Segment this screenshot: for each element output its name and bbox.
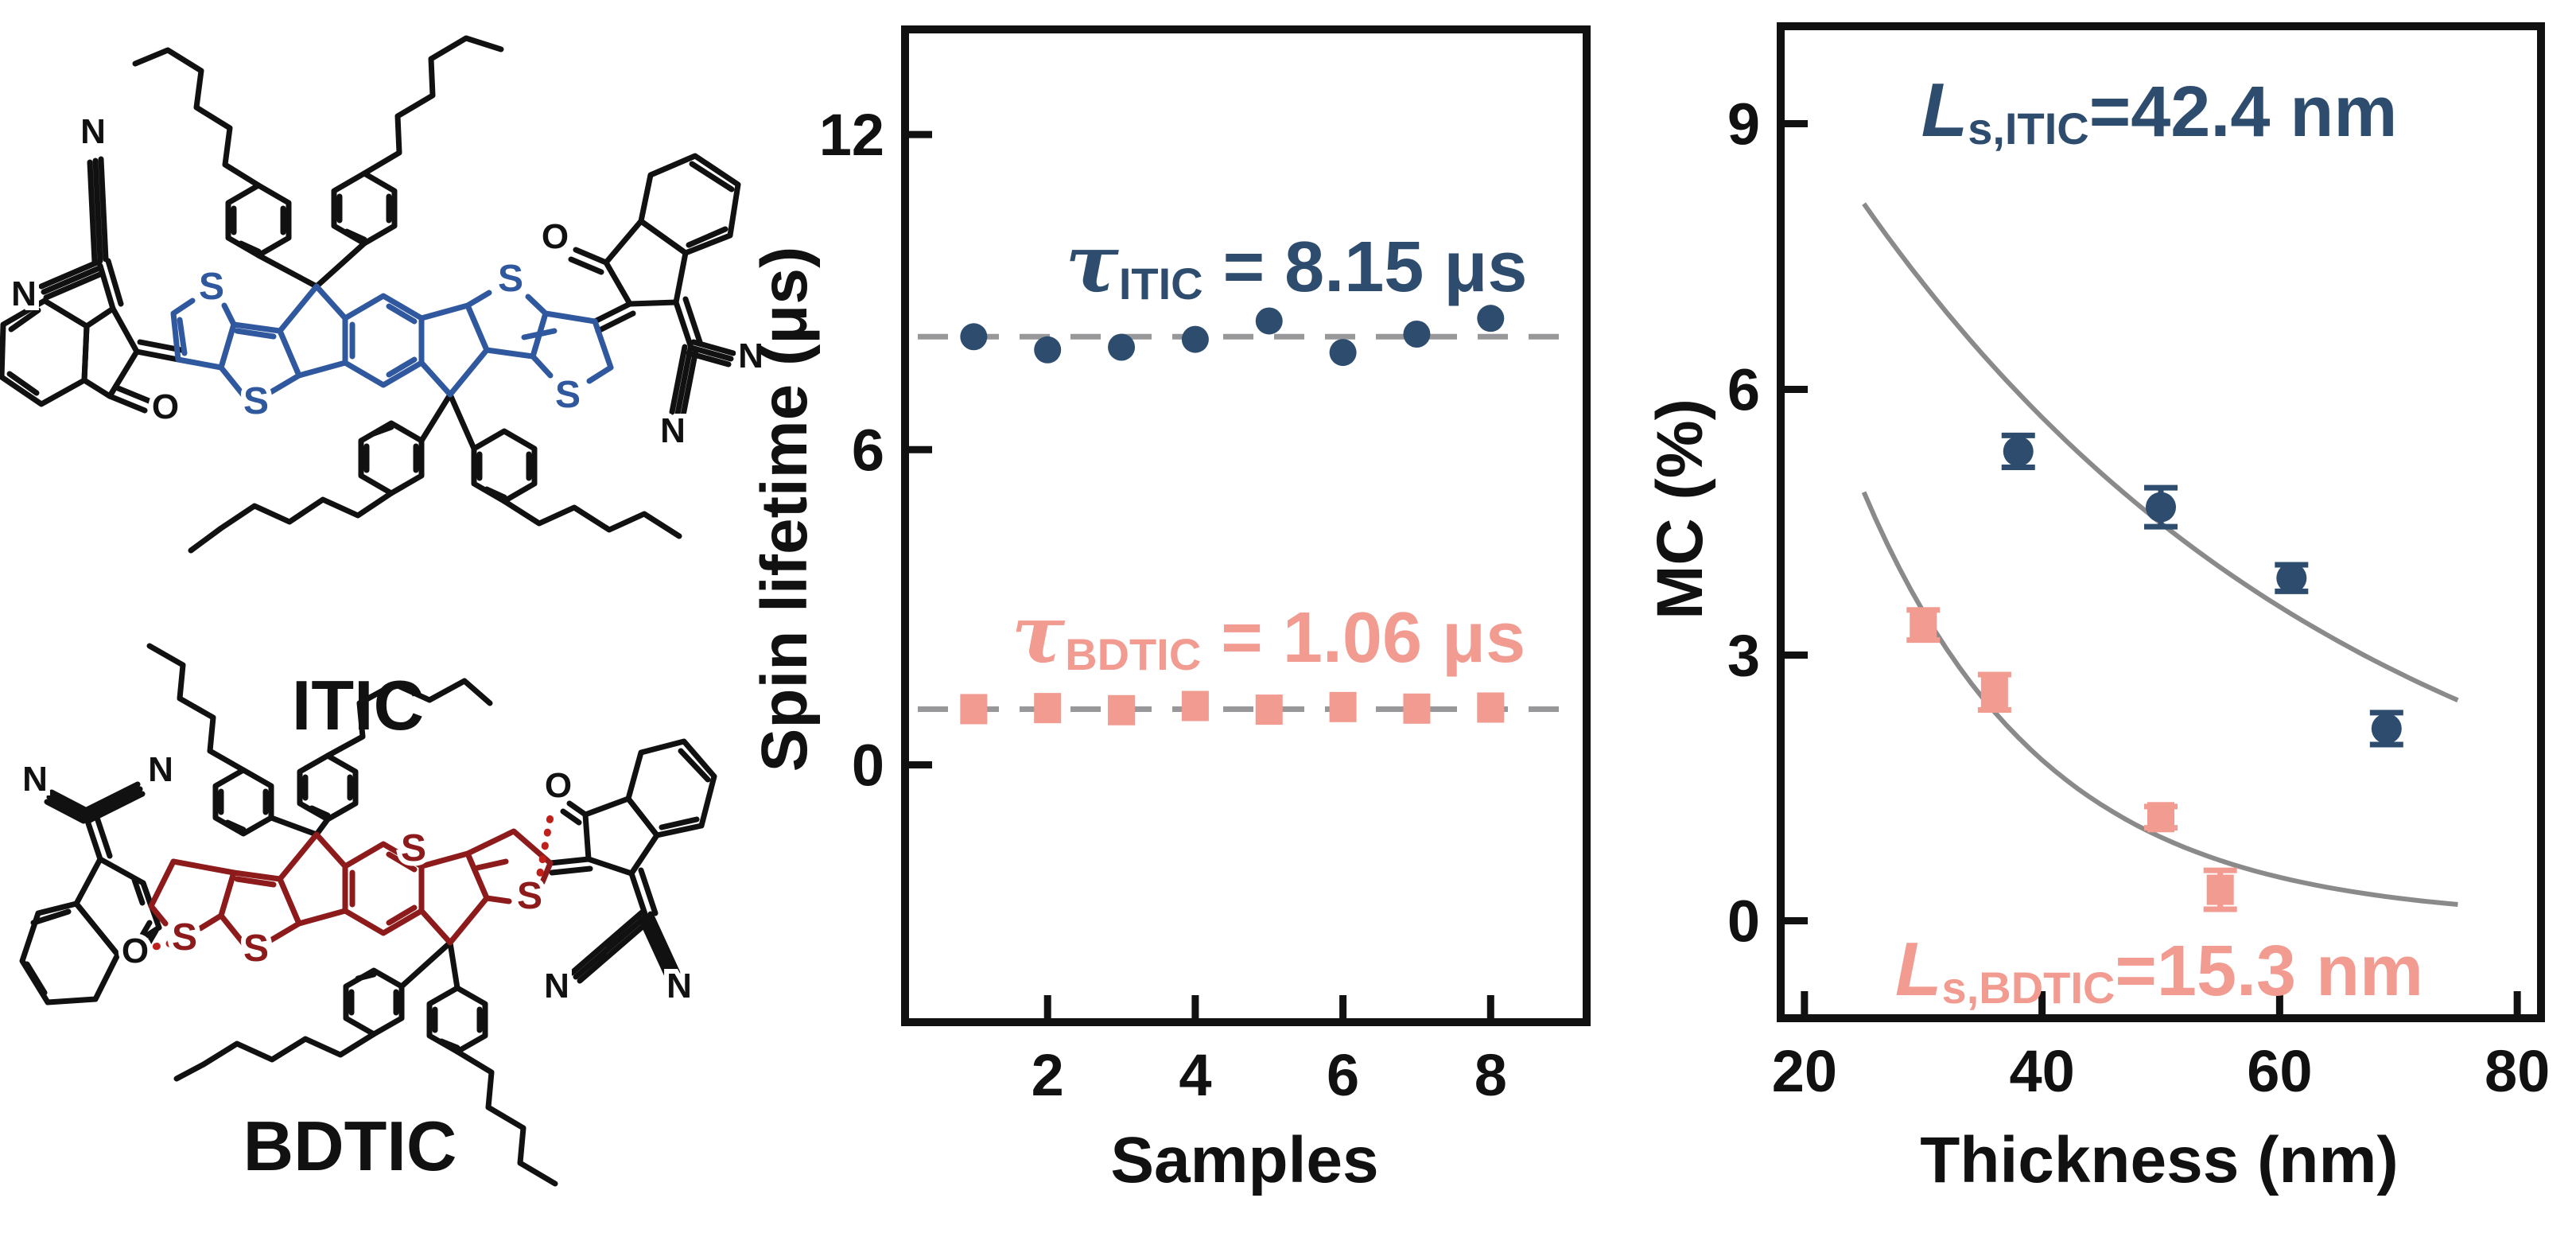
spin-x-axis-title: Samples <box>1110 1124 1379 1196</box>
tau-itic-annotation: τITIC = 8.15 μs <box>1065 216 1528 310</box>
ITIC-data-point <box>1034 336 1062 364</box>
x-tick-label: 60 <box>2247 1038 2312 1104</box>
x-tick-label: 20 <box>1772 1038 1837 1104</box>
BDTIC-data-point <box>1329 691 1357 722</box>
bdtic-label: BDTIC <box>243 1107 457 1185</box>
mc-thickness-chart: 20 40 60 80 0 3 6 9 <box>1727 22 2550 1104</box>
sulfur-atom-label: S <box>199 266 224 308</box>
ITIC-data-point <box>1403 320 1431 348</box>
BDTIC-data-point <box>960 694 988 725</box>
BDTIC-data-point <box>1910 609 1937 640</box>
ITIC-data-point <box>1477 305 1505 333</box>
sulfur-atom-label: S <box>243 380 269 422</box>
x-tick-label: 2 <box>1032 1042 1064 1108</box>
nitrogen-atom-label: N <box>544 967 569 1005</box>
ITIC-data-point <box>1108 333 1136 361</box>
sulfur-atom-label: S <box>172 916 197 959</box>
BDTIC-fit-curve <box>1861 491 2458 907</box>
BDTIC-data-point <box>1255 694 1283 725</box>
L-symbol: L <box>1894 927 1942 1012</box>
itic-core <box>170 283 614 399</box>
sulfur-atom-label: S <box>498 258 523 300</box>
nitrogen-atom-label: N <box>660 411 686 450</box>
y-tick-label: 6 <box>1727 356 1760 422</box>
nitrogen-atom-label: N <box>666 967 692 1005</box>
y-tick-label: 0 <box>852 732 884 798</box>
x-tick-label: 40 <box>2009 1038 2074 1104</box>
oxygen-atom-label: O <box>122 932 149 970</box>
BDTIC-data-point <box>2206 874 2234 905</box>
mc-x-axis-title: Thickness (nm) <box>1920 1124 2399 1196</box>
spin-lifetime-chart: 2 4 6 8 0 6 12 <box>819 25 1591 1108</box>
plot-frame <box>1777 22 2545 1022</box>
ITIC-data-point <box>2276 562 2307 593</box>
itic-peripheral-bonds <box>0 35 741 554</box>
itic-structure: S S S S N N N N O O <box>0 35 768 554</box>
BDTIC-data-point <box>1403 693 1431 724</box>
ITIC-data-point <box>2371 713 2402 744</box>
nitrogen-atom-label: N <box>148 750 173 789</box>
y-tick-label: 12 <box>819 102 884 168</box>
L-symbol: L <box>1921 68 1968 153</box>
ITIC-data-point <box>1181 325 1209 353</box>
y-tick-label: 3 <box>1727 623 1760 689</box>
BDTIC-data-point <box>1034 693 1062 724</box>
BDTIC-data-point <box>1980 677 2008 708</box>
sulfur-atom-label: S <box>517 875 542 917</box>
ls-itic-annotation: Ls,ITIC=42.4 nm <box>1921 68 2398 154</box>
sulfur-atom-label: S <box>401 827 426 869</box>
bdtic-atom-labels: S S S S N N N N O O <box>17 745 697 1010</box>
oxygen-atom-label: O <box>545 766 572 805</box>
BDTIC-data-point <box>1477 692 1505 723</box>
BDTIC-data-point <box>1181 690 1209 722</box>
bdtic-peripheral-bonds <box>19 643 717 1187</box>
bdtic-s-o-contacts <box>144 804 556 952</box>
nitrogen-atom-label: N <box>80 112 106 151</box>
BDTIC-data-point <box>2147 802 2174 833</box>
BDTIC-data-point <box>1108 694 1136 725</box>
oxygen-atom-label: O <box>152 387 179 426</box>
y-tick-label: 6 <box>852 417 884 483</box>
tau-symbol: τ <box>1011 587 1066 681</box>
ITIC-data-point <box>1329 339 1357 367</box>
ITIC-data-point <box>960 323 988 351</box>
nitrogen-atom-label: N <box>22 760 48 799</box>
ITIC-data-point <box>1255 307 1283 335</box>
bdtic-core <box>148 828 554 947</box>
nitrogen-atom-label: N <box>738 336 763 375</box>
bdtic-structure: S S S S N N N N O O <box>17 643 717 1187</box>
mc-y-axis-title: MC (%) <box>1644 399 1716 620</box>
sulfur-atom-label: S <box>243 928 269 970</box>
x-tick-label: 8 <box>1474 1042 1507 1108</box>
x-tick-label: 6 <box>1327 1042 1359 1108</box>
nitrogen-atom-label: N <box>11 274 37 313</box>
y-tick-label: 0 <box>1727 889 1760 955</box>
itic-atom-labels: S S S S N N N N O O <box>6 107 768 455</box>
ITIC-data-point <box>2146 492 2176 523</box>
tau-bdtic-annotation: τBDTIC = 1.06 μs <box>1011 587 1526 681</box>
plot-frame <box>901 25 1591 1026</box>
ITIC-data-point <box>2003 436 2034 467</box>
sulfur-atom-label: S <box>555 374 581 416</box>
y-tick-label: 9 <box>1727 91 1760 157</box>
tau-symbol: τ <box>1065 216 1119 310</box>
x-tick-label: 80 <box>2485 1038 2550 1104</box>
x-tick-label: 4 <box>1179 1042 1211 1108</box>
ls-bdtic-annotation: Ls,BDTIC=15.3 nm <box>1894 927 2424 1013</box>
spin-y-axis-title: Spin lifetime (μs) <box>748 246 821 772</box>
ITIC-fit-curve <box>1862 202 2459 703</box>
oxygen-atom-label: O <box>542 217 569 256</box>
